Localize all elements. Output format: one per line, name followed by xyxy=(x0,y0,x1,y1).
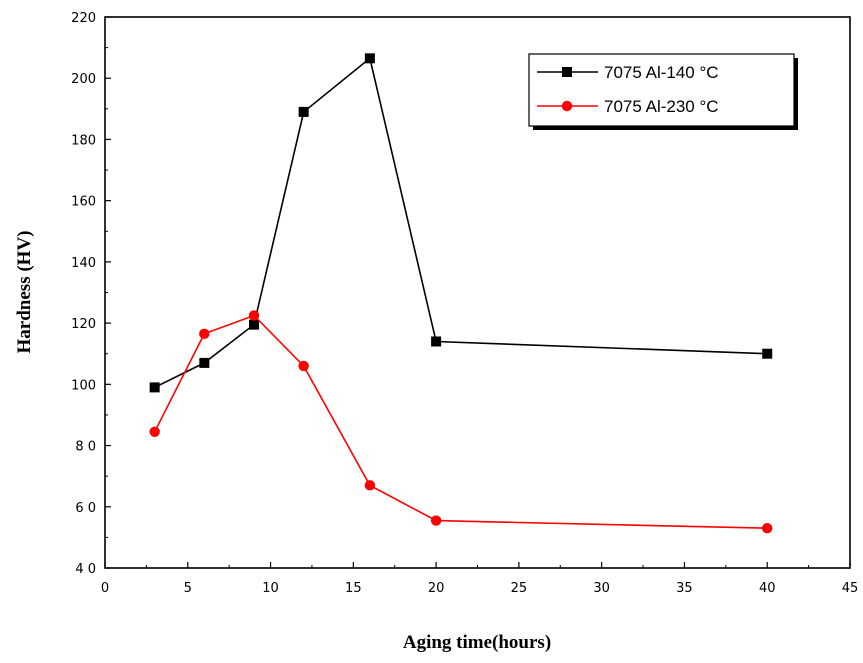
x-tick-label: 30 xyxy=(593,581,610,596)
series-1 xyxy=(149,53,773,393)
series-line xyxy=(153,314,768,529)
x-tick-label: 35 xyxy=(676,581,693,596)
x-axis-title: Aging time(hours) xyxy=(403,632,551,653)
data-point xyxy=(364,53,375,64)
y-tick-label: 6 0 xyxy=(75,501,96,516)
y-tick-label: 220 xyxy=(71,11,96,26)
data-point xyxy=(149,426,160,437)
data-point xyxy=(149,382,160,393)
legend-label: 7075 Al-230 °C xyxy=(604,97,719,116)
data-point xyxy=(199,328,210,340)
data-point xyxy=(430,515,442,526)
y-tick-label: 140 xyxy=(71,256,96,271)
y-tick-label: 200 xyxy=(71,72,96,87)
data-point xyxy=(364,480,376,491)
y-tick-label: 100 xyxy=(71,378,96,393)
x-tick-label: 10 xyxy=(262,581,279,596)
x-tick-label: 15 xyxy=(345,581,362,596)
series-layer xyxy=(149,53,773,534)
legend: 7075 Al-140 °C 7075 Al-230 °C xyxy=(528,53,798,130)
data-point xyxy=(298,106,309,117)
x-tick-label: 45 xyxy=(842,581,859,596)
ticks-layer: 0 5 10 15 20 25 30 35 40 45 4 0 6 0 8 0 100 120 140 160 1… xyxy=(71,11,858,596)
data-point xyxy=(199,357,210,368)
y-axis-title: Hardness (HV) xyxy=(14,231,35,354)
y-tick-label: 160 xyxy=(71,195,96,210)
legend-box xyxy=(528,53,795,127)
y-tick-label: 120 xyxy=(71,317,96,332)
data-point xyxy=(298,360,309,372)
x-tick-label: 40 xyxy=(759,581,776,596)
data-point xyxy=(762,523,773,534)
data-point xyxy=(249,319,259,330)
series-2 xyxy=(149,310,773,534)
x-tick-label: 20 xyxy=(428,581,445,596)
legend-marker xyxy=(562,67,572,77)
legend-label: 7075 Al-140 °C xyxy=(604,63,719,82)
y-tick-label: 8 0 xyxy=(75,440,96,455)
y-tick-label: 4 0 xyxy=(75,562,96,577)
data-point xyxy=(762,348,773,359)
x-tick-label: 0 xyxy=(101,581,109,596)
legend-marker xyxy=(561,100,573,112)
data-point xyxy=(431,336,442,347)
y-tick-label: 180 xyxy=(71,133,96,148)
x-tick-label: 25 xyxy=(511,581,528,596)
x-tick-label: 5 xyxy=(184,581,192,596)
data-point xyxy=(248,310,260,321)
